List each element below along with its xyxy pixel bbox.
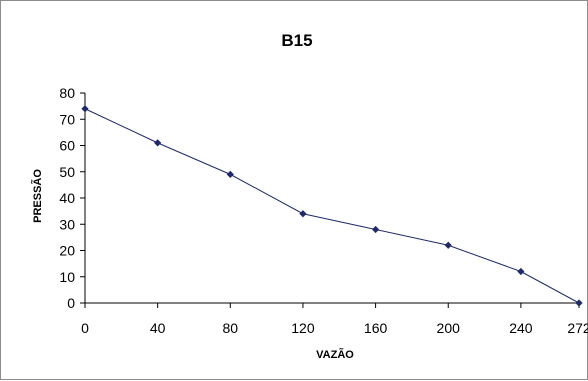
y-tick-label: 20: [59, 243, 75, 259]
data-point: [299, 210, 307, 218]
y-tick-label: 80: [59, 85, 75, 101]
x-axis-title: VAZÃO: [316, 348, 354, 361]
data-point: [154, 139, 162, 147]
data-point: [517, 267, 525, 276]
x-tick-label: 272: [567, 320, 588, 336]
y-tick-label: 40: [59, 190, 75, 206]
y-tick-label: 30: [59, 216, 75, 232]
y-tick-label: 0: [67, 295, 75, 311]
series-layer: [81, 105, 583, 307]
y-tick-label: 50: [59, 164, 75, 180]
data-point: [371, 225, 380, 234]
data-point: [226, 170, 234, 178]
x-tick-label: 0: [81, 320, 89, 336]
series-line: [84, 108, 580, 304]
y-tick-label: 70: [59, 111, 75, 127]
axes: 0 10 20 30 40 50 60 70 80 0 40 80 120 160 200 240 272: [59, 85, 588, 336]
data-point: [444, 241, 452, 249]
x-tick-label: 200: [437, 320, 461, 336]
chart-title: B15: [281, 31, 312, 50]
y-tick-label: 60: [59, 138, 75, 154]
y-axis-title: PRESSÃO: [31, 169, 44, 223]
data-point: [81, 105, 89, 113]
data-point: [575, 299, 583, 307]
x-tick-label: 80: [223, 320, 239, 336]
x-tick-label: 160: [364, 320, 388, 336]
x-tick-label: 240: [509, 320, 533, 336]
y-tick-label: 10: [59, 269, 75, 285]
x-tick-label: 120: [291, 320, 315, 336]
x-tick-label: 40: [150, 320, 166, 336]
